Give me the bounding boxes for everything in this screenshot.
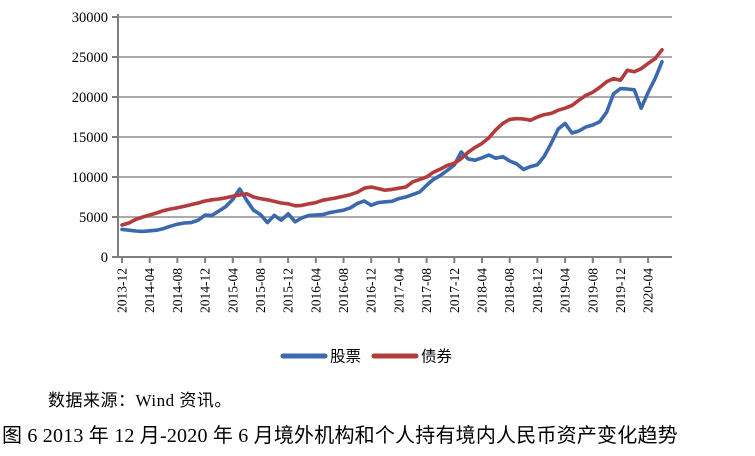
- legend-label-stocks: 股票: [330, 348, 361, 366]
- x-tick-label: 2017-08: [419, 268, 434, 313]
- y-tick-label: 10000: [72, 170, 108, 186]
- x-tick-label: 2016-04: [308, 268, 323, 313]
- y-tick-label: 25000: [72, 50, 108, 66]
- legend-label-bonds: 债券: [421, 348, 453, 366]
- x-tick-label: 2018-08: [502, 268, 517, 313]
- x-tick-label: 2019-04: [558, 268, 573, 313]
- x-tick-label: 2015-08: [253, 268, 268, 313]
- x-tick-label: 2014-12: [198, 268, 213, 313]
- x-tick-label: 2016-08: [336, 268, 351, 313]
- y-tick-label: 15000: [72, 130, 108, 146]
- x-tick-label: 2018-04: [475, 268, 490, 313]
- x-tick-label: 2016-12: [364, 268, 379, 313]
- x-tick-label: 2014-04: [142, 268, 157, 313]
- x-tick-label: 2018-12: [530, 268, 545, 313]
- x-tick-label: 2015-12: [281, 268, 296, 313]
- x-tick-label: 2015-04: [225, 268, 240, 313]
- y-tick-label: 0: [101, 250, 108, 266]
- x-tick-label: 2017-12: [447, 268, 462, 313]
- x-tick-label: 2019-08: [585, 268, 600, 313]
- y-tick-label: 5000: [79, 210, 108, 226]
- line-chart: 0 5000 10000 15000 20000 25000 30000 2013-12 201…: [72, 10, 672, 366]
- y-tick-label: 20000: [72, 90, 108, 106]
- figure-caption: 图 6 2013 年 12 月-2020 年 6 月境外机构和个人持有境内人民币…: [2, 425, 678, 447]
- y-tick-label: 30000: [72, 10, 108, 26]
- source-note: 数据来源：Wind 资讯。: [48, 391, 232, 410]
- x-tick-label: 2013-12: [115, 268, 130, 313]
- x-tick-label: 2014-08: [170, 268, 185, 313]
- x-tick-label: 2020-04: [641, 268, 656, 313]
- series-line-bonds: [120, 48, 664, 227]
- series-line-stocks: [120, 60, 664, 234]
- x-tick-label: 2019-12: [613, 268, 628, 313]
- x-tick-label: 2017-04: [391, 268, 406, 313]
